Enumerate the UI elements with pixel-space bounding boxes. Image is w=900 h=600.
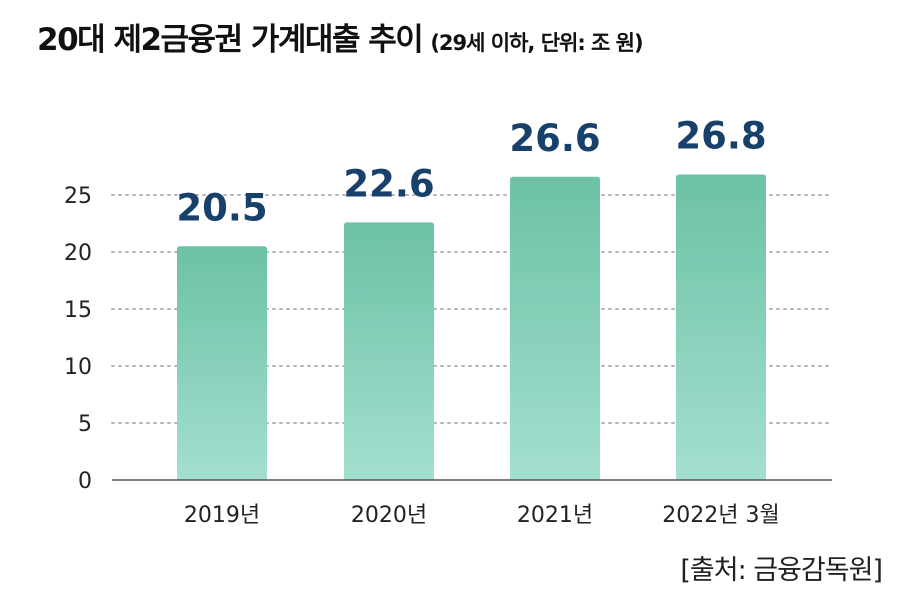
bar-3 (676, 174, 766, 481)
bar-1 (344, 222, 434, 481)
x-tick-label: 2020년 (351, 503, 427, 528)
value-label: 26.8 (675, 114, 766, 157)
value-label: 22.6 (343, 162, 434, 205)
x-axis-ticks: 2019년 2020년 2021년 2022년 3월 (184, 503, 780, 528)
y-tick-label: 20 (64, 241, 92, 266)
chart-subtitle: (29세 이하, 단위: 조 원) (430, 31, 643, 55)
y-tick-label: 25 (64, 184, 92, 209)
x-tick-label: 2019년 (184, 503, 260, 528)
value-label: 20.5 (176, 186, 267, 229)
y-axis-ticks: 0 5 10 15 20 25 (64, 184, 92, 494)
value-label: 26.6 (509, 117, 600, 160)
chart-title: 20대 제2금융권 가계대출 추이 (37, 22, 424, 58)
source-note: [출처: 금융감독원] (680, 555, 883, 586)
value-labels: 20.5 22.6 26.6 26.8 (176, 114, 766, 229)
y-tick-label: 10 (64, 355, 92, 380)
chart-title-row: 20대 제2금융권 가계대출 추이 (29세 이하, 단위: 조 원) (37, 14, 644, 59)
bar-2 (510, 176, 600, 480)
bar-0 (177, 246, 267, 480)
x-tick-label: 2022년 3월 (662, 503, 779, 528)
y-tick-label: 5 (78, 412, 92, 437)
x-tick-label: 2021년 (517, 503, 593, 528)
y-tick-label: 0 (78, 469, 92, 494)
bars (177, 174, 766, 481)
y-tick-label: 15 (64, 298, 92, 323)
